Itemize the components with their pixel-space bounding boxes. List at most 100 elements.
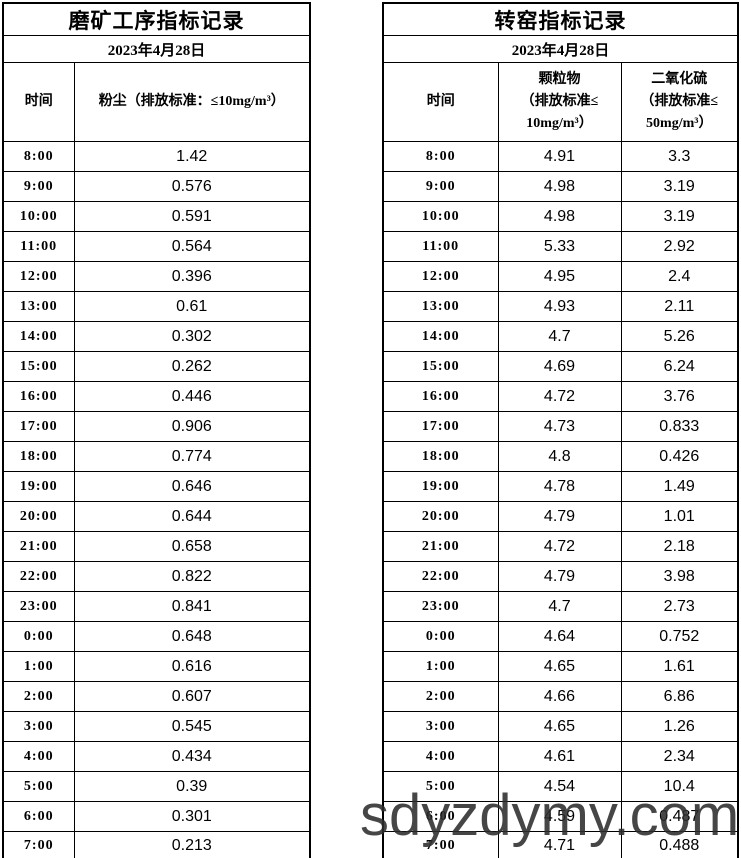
- table-row: 10:00 4.98 3.19: [382, 201, 739, 232]
- table-row: 15:00 4.69 6.24: [382, 351, 739, 382]
- particulate-value-cell: 4.72: [497, 381, 622, 412]
- grinding-process-table: 磨矿工序指标记录 2023年4月28日 时间 粉尘（排放标准：≤10mg/m³）…: [2, 2, 311, 858]
- table-row: 10:00 0.591: [2, 201, 311, 232]
- dust-value-cell: 0.616: [73, 651, 311, 682]
- time-cell: 2:00: [2, 681, 75, 712]
- time-cell: 22:00: [2, 561, 75, 592]
- particulate-value-cell: 5.33: [497, 231, 622, 262]
- table-row: 0:00 0.648: [2, 621, 311, 652]
- particulate-value-cell: 4.93: [497, 291, 622, 322]
- time-cell: 6:00: [382, 801, 499, 832]
- particulate-value-cell: 4.98: [497, 201, 622, 232]
- so2-value-cell: 2.18: [620, 531, 739, 562]
- so2-value-cell: 0.833: [620, 411, 739, 442]
- time-cell: 0:00: [2, 621, 75, 652]
- table-row: 2:00 0.607: [2, 681, 311, 712]
- table-row: 5:00 0.39: [2, 771, 311, 802]
- time-cell: 19:00: [2, 471, 75, 502]
- dust-value-cell: 0.446: [73, 381, 311, 412]
- particulate-value-cell: 4.61: [497, 741, 622, 772]
- table-row: 0:00 4.64 0.752: [382, 621, 739, 652]
- time-cell: 1:00: [2, 651, 75, 682]
- column-header-time: 时间: [382, 62, 499, 142]
- dust-value-cell: 0.644: [73, 501, 311, 532]
- table-row: 23:00 4.7 2.73: [382, 591, 739, 622]
- table-row: 22:00 0.822: [2, 561, 311, 592]
- table-row: 21:00 0.658: [2, 531, 311, 562]
- particulate-value-cell: 4.65: [497, 651, 622, 682]
- so2-value-cell: 3.3: [620, 141, 739, 172]
- particulate-value-cell: 4.66: [497, 681, 622, 712]
- dust-value-cell: 0.646: [73, 471, 311, 502]
- dust-value-cell: 0.607: [73, 681, 311, 712]
- dust-value-cell: 0.906: [73, 411, 311, 442]
- table-row: 11:00 5.33 2.92: [382, 231, 739, 262]
- table-row: 3:00 4.65 1.26: [382, 711, 739, 742]
- table-row: 12:00 0.396: [2, 261, 311, 292]
- table-row: 17:00 4.73 0.833: [382, 411, 739, 442]
- table-row: 1:00 0.616: [2, 651, 311, 682]
- table-row: 19:00 4.78 1.49: [382, 471, 739, 502]
- time-cell: 17:00: [2, 411, 75, 442]
- time-cell: 16:00: [382, 381, 499, 412]
- so2-value-cell: 2.4: [620, 261, 739, 292]
- column-header-so2: 二氧化硫 （排放标准≤ 50mg/m³）: [620, 62, 739, 142]
- dust-value-cell: 0.434: [73, 741, 311, 772]
- so2-value-cell: 1.26: [620, 711, 739, 742]
- dust-value-cell: 0.774: [73, 441, 311, 472]
- so2-value-cell: 2.73: [620, 591, 739, 622]
- table-title-row: 磨矿工序指标记录: [2, 2, 311, 36]
- so2-value-cell: 5.26: [620, 321, 739, 352]
- so2-value-cell: 3.19: [620, 201, 739, 232]
- dust-value-cell: 0.61: [73, 291, 311, 322]
- grinding-table-body: 8:00 1.42 9:00 0.576 10:00 0.591 11:00 0…: [2, 141, 311, 858]
- particulate-value-cell: 4.79: [497, 501, 622, 532]
- dust-value-cell: 0.591: [73, 201, 311, 232]
- time-cell: 11:00: [382, 231, 499, 262]
- time-cell: 4:00: [382, 741, 499, 772]
- particulate-value-cell: 4.71: [497, 831, 622, 858]
- particulate-value-cell: 4.7: [497, 321, 622, 352]
- grinding-table-date: 2023年4月28日: [2, 35, 311, 63]
- grinding-table-title: 磨矿工序指标记录: [2, 2, 311, 36]
- table-row: 7:00 4.71 0.488: [382, 831, 739, 858]
- table-row: 20:00 0.644: [2, 501, 311, 532]
- kiln-table-title: 转窑指标记录: [382, 2, 739, 36]
- time-cell: 16:00: [2, 381, 75, 412]
- table-header-row: 时间 颗粒物 （排放标准≤ 10mg/m³） 二氧化硫 （排放标准≤ 50mg/…: [382, 62, 739, 142]
- time-cell: 9:00: [382, 171, 499, 202]
- time-cell: 21:00: [2, 531, 75, 562]
- so2-value-cell: 1.01: [620, 501, 739, 532]
- time-cell: 13:00: [2, 291, 75, 322]
- so2-value-cell: 2.92: [620, 231, 739, 262]
- dust-value-cell: 0.576: [73, 171, 311, 202]
- time-cell: 7:00: [382, 831, 499, 858]
- time-cell: 5:00: [2, 771, 75, 802]
- time-cell: 20:00: [382, 501, 499, 532]
- table-row: 18:00 4.8 0.426: [382, 441, 739, 472]
- table-title-row: 转窑指标记录: [382, 2, 739, 36]
- dust-value-cell: 0.39: [73, 771, 311, 802]
- time-cell: 7:00: [2, 831, 75, 858]
- time-cell: 11:00: [2, 231, 75, 262]
- so2-value-cell: 2.34: [620, 741, 739, 772]
- dust-value-cell: 0.301: [73, 801, 311, 832]
- so2-value-cell: 0.488: [620, 831, 739, 858]
- so2-value-cell: 0.426: [620, 441, 739, 472]
- time-cell: 6:00: [2, 801, 75, 832]
- time-cell: 20:00: [2, 501, 75, 532]
- time-cell: 21:00: [382, 531, 499, 562]
- table-row: 11:00 0.564: [2, 231, 311, 262]
- particulate-value-cell: 4.98: [497, 171, 622, 202]
- time-cell: 10:00: [2, 201, 75, 232]
- so2-value-cell: 1.49: [620, 471, 739, 502]
- time-cell: 17:00: [382, 411, 499, 442]
- particulate-value-cell: 4.79: [497, 561, 622, 592]
- so2-value-cell: 1.61: [620, 651, 739, 682]
- table-row: 14:00 4.7 5.26: [382, 321, 739, 352]
- so2-value-cell: 3.19: [620, 171, 739, 202]
- table-row: 16:00 0.446: [2, 381, 311, 412]
- table-row: 22:00 4.79 3.98: [382, 561, 739, 592]
- dust-value-cell: 1.42: [73, 141, 311, 172]
